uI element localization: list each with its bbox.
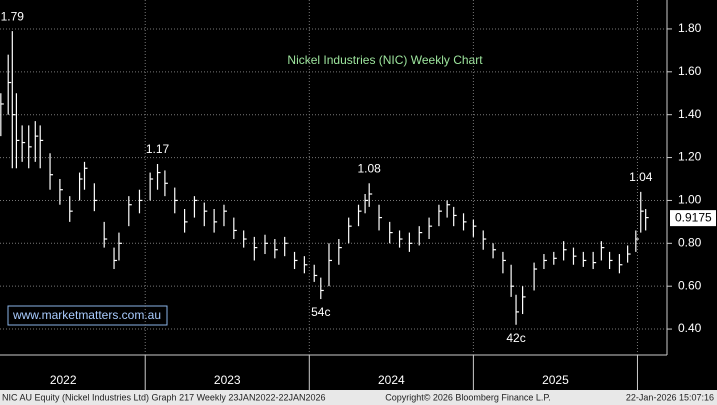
footer-center: Copyright© 2026 Bloomberg Finance L.P. [385,392,551,402]
annotation: 1.08 [358,161,382,175]
annotation: 54c [311,305,330,319]
annotation: 1.79 [1,9,25,23]
y-tick-label: 1.60 [678,64,702,78]
annotation: 1.04 [629,170,653,184]
chart-title: Nickel Industries (NIC) Weekly Chart [287,53,483,67]
y-tick-label: 0.40 [678,321,702,335]
y-tick-label: 1.80 [678,21,702,35]
footer-right: 22-Jan-2026 15:07:16 [626,392,714,402]
y-tick-label: 1.00 [678,193,702,207]
annotation: 1.17 [146,142,170,156]
annotation: 42c [506,331,525,345]
y-tick-label: 1.20 [678,150,702,164]
y-tick-label: 0.60 [678,278,702,292]
y-tick-label: 1.40 [678,107,702,121]
last-price-label: 0.9175 [675,210,712,224]
x-tick-label: 2024 [378,373,405,387]
watermark-box [7,305,168,326]
x-tick-label: 2023 [214,373,241,387]
last-price-box [670,210,716,227]
watermark: www.marketmatters.com.au [12,308,161,322]
footer-left: NIC AU Equity (Nickel Industries Ltd) Gr… [2,392,326,402]
x-tick-label: 2022 [50,373,77,387]
x-tick-label: 2025 [542,373,569,387]
footer-bar [0,390,717,405]
y-tick-label: 0.80 [678,235,702,249]
